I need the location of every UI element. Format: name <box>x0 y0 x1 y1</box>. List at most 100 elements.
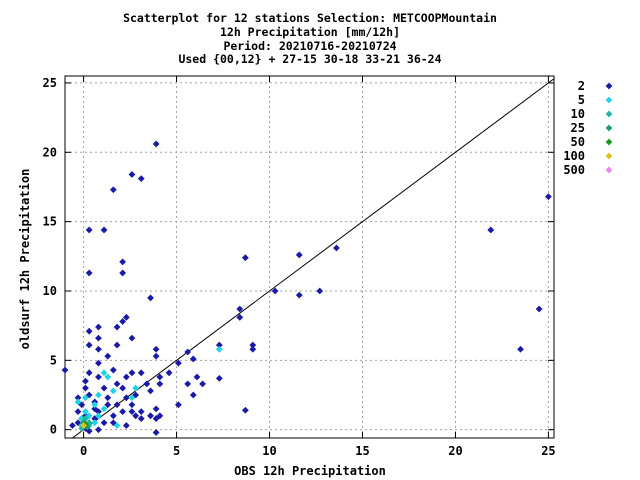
data-point-2 <box>517 345 524 353</box>
data-point-2 <box>61 366 69 374</box>
data-point-2 <box>152 140 160 148</box>
data-point-2 <box>128 369 136 377</box>
data-point-2 <box>122 313 130 321</box>
data-point-5 <box>132 384 140 392</box>
data-point-2 <box>165 369 173 377</box>
y-tick-label: 20 <box>43 145 57 159</box>
data-point-2 <box>78 401 86 409</box>
legend-label-500: 500 <box>563 163 585 177</box>
legend-label-10: 10 <box>571 107 585 121</box>
legend-label-100: 100 <box>563 149 585 163</box>
data-point-2 <box>189 391 197 399</box>
x-tick-label: 20 <box>448 444 462 458</box>
x-tick-label: 0 <box>80 444 87 458</box>
identity-line <box>72 78 555 439</box>
data-point-2 <box>104 401 112 409</box>
x-tick-label: 10 <box>262 444 276 458</box>
data-point-2 <box>91 405 99 413</box>
data-point-2 <box>113 401 121 409</box>
legend-marker-500 <box>605 166 613 174</box>
data-point-2 <box>74 419 82 427</box>
data-point-2 <box>487 226 495 234</box>
data-point-2 <box>137 175 145 183</box>
legend-marker-5 <box>605 96 613 104</box>
plot-border <box>64 75 555 439</box>
data-point-2 <box>95 323 102 331</box>
chart-title: Scatterplot for 12 stations Selection: M… <box>123 11 497 66</box>
data-point-2 <box>137 369 145 377</box>
data-point-5 <box>215 345 223 353</box>
data-point-2 <box>152 415 160 422</box>
legend-marker-2 <box>605 82 613 90</box>
data-point-2 <box>152 405 160 413</box>
data-point-5 <box>74 398 82 406</box>
data-point-5 <box>95 412 102 420</box>
data-point-2 <box>137 415 145 422</box>
legend-label-25: 25 <box>571 121 585 135</box>
data-point-2 <box>119 258 127 266</box>
data-point-2 <box>128 171 136 178</box>
data-point-2 <box>100 384 108 392</box>
data-point-2 <box>100 419 108 427</box>
y-axis-label: oldsurf 12h Precipitation <box>18 169 32 350</box>
data-point-2 <box>175 401 182 409</box>
data-point-2 <box>119 408 127 416</box>
data-point-5 <box>91 419 99 427</box>
data-point-2 <box>109 186 117 194</box>
data-point-2 <box>236 313 244 321</box>
legend-marker-100 <box>605 152 613 160</box>
x-tick-label: 15 <box>355 444 369 458</box>
data-point-2 <box>535 305 543 313</box>
y-tick-label: 10 <box>43 284 57 298</box>
data-point-2 <box>113 323 121 331</box>
data-points <box>61 140 552 436</box>
data-point-2 <box>82 384 89 392</box>
data-point-2 <box>74 394 82 402</box>
data-point-2 <box>271 287 279 295</box>
data-point-2 <box>122 373 130 381</box>
data-point-2 <box>152 345 160 353</box>
data-point-2 <box>85 226 93 234</box>
data-point-2 <box>175 359 182 367</box>
grid <box>65 76 554 438</box>
data-point-2 <box>122 394 130 402</box>
data-point-2 <box>95 373 102 381</box>
data-point-2 <box>184 380 192 388</box>
title-line-2: 12h Precipitation [mm/12h] <box>220 25 400 39</box>
data-point-2 <box>128 408 136 416</box>
data-point-2 <box>199 380 206 388</box>
data-point-2 <box>249 341 257 349</box>
data-point-2 <box>193 373 201 381</box>
data-point-2 <box>109 412 117 420</box>
data-point-10 <box>85 419 93 427</box>
data-point-2 <box>119 384 127 392</box>
data-point-5 <box>82 394 89 402</box>
x-tick-label: 5 <box>173 444 180 458</box>
data-point-2 <box>156 380 164 388</box>
diagonal-line <box>72 78 555 439</box>
data-point-2 <box>147 412 154 420</box>
data-point-5 <box>109 387 117 395</box>
data-point-2 <box>241 406 249 414</box>
data-point-2 <box>104 352 112 360</box>
data-point-2 <box>95 359 102 367</box>
y-tick-label: 25 <box>43 76 57 90</box>
data-point-2 <box>74 408 82 416</box>
data-point-5 <box>100 369 108 377</box>
axes <box>64 75 555 439</box>
data-point-2 <box>82 377 89 385</box>
data-point-5 <box>100 405 108 413</box>
x-axis-label: OBS 12h Precipitation <box>234 464 386 478</box>
data-point-5 <box>104 373 112 381</box>
legend-marker-10 <box>605 110 613 118</box>
tick-labels: 0 5 10 15 20 25 0 5 10 15 20 25 <box>43 76 556 458</box>
data-point-2 <box>85 269 93 277</box>
title-line-4: Used {00,12} + 27-15 30-18 33-21 36-24 <box>178 52 441 66</box>
y-tick-label: 5 <box>50 353 57 367</box>
data-point-2 <box>95 345 102 353</box>
data-point-2 <box>215 341 223 349</box>
data-point-2 <box>333 244 340 252</box>
data-point-2 <box>128 334 136 342</box>
data-point-2 <box>95 334 102 342</box>
